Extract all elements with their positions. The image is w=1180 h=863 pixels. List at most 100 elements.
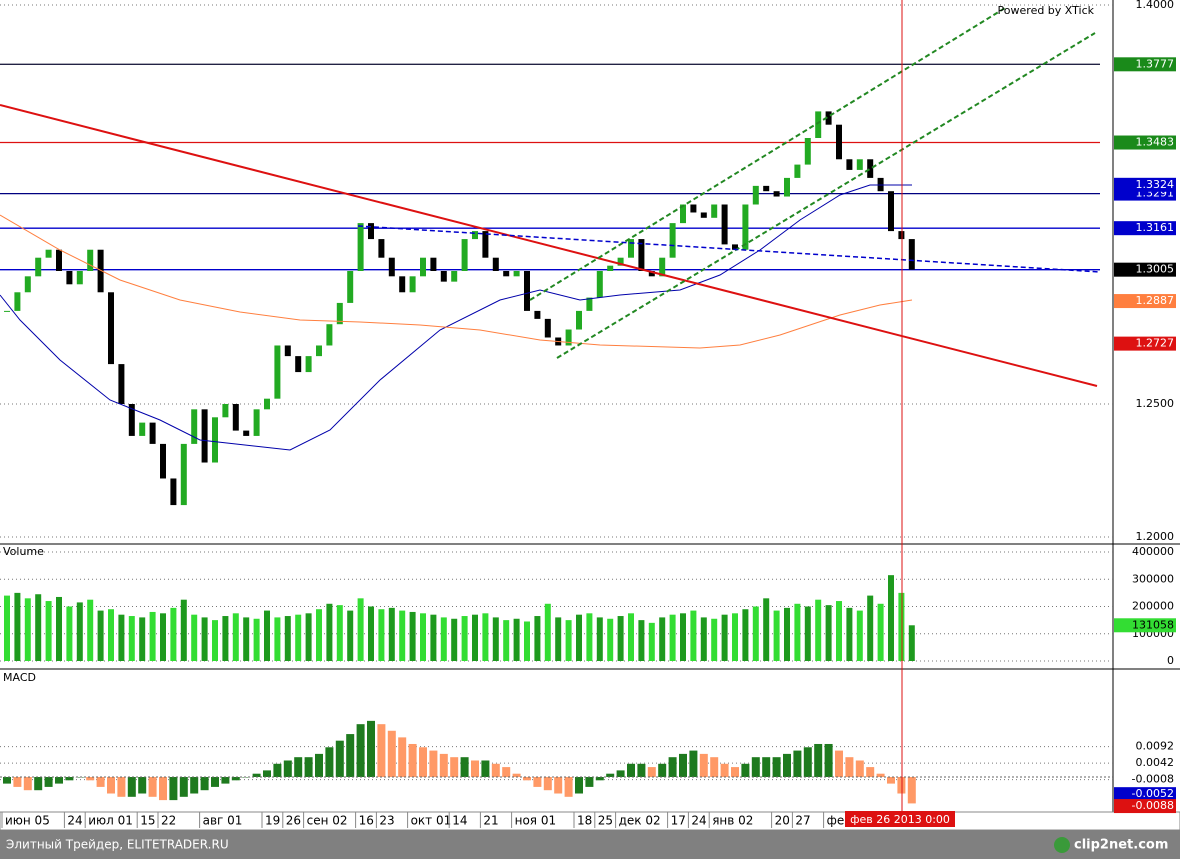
volume-bar xyxy=(409,611,416,661)
candle xyxy=(596,271,603,298)
candle xyxy=(388,257,395,277)
volume-bar xyxy=(524,621,530,661)
macd-bar xyxy=(637,763,646,777)
candle xyxy=(711,204,718,218)
macd-bar xyxy=(855,760,864,777)
candle xyxy=(4,310,10,312)
macd-bar xyxy=(876,773,885,777)
date-label: 18 xyxy=(577,814,592,828)
volume-bar xyxy=(638,620,645,661)
candle xyxy=(191,409,198,444)
volume-bar xyxy=(898,592,905,661)
level-tag xyxy=(1114,135,1176,150)
macd-bar xyxy=(356,724,365,777)
volume-bar xyxy=(690,610,697,661)
volume-bar xyxy=(264,610,270,661)
volume-bar xyxy=(212,620,218,661)
macd-bar xyxy=(159,777,167,801)
candle xyxy=(440,271,447,282)
y-tick-label: 1.2000 xyxy=(1136,530,1175,543)
candle xyxy=(399,276,406,293)
volume-bar xyxy=(565,620,572,661)
macd-bar xyxy=(439,753,448,777)
volume-bar xyxy=(440,617,447,661)
macd-bar xyxy=(117,777,126,797)
volume-bar xyxy=(659,617,666,661)
volume-bar xyxy=(700,617,707,661)
level-tag-label: 1.3161 xyxy=(1136,221,1175,234)
volume-bar xyxy=(856,610,863,661)
y-tick-label: 0.0092 xyxy=(1136,740,1175,753)
volume-bar xyxy=(118,614,125,661)
y-tick-label: 300000 xyxy=(1132,572,1174,585)
candle xyxy=(784,177,790,197)
level-tag xyxy=(1114,799,1176,814)
macd-bar xyxy=(543,777,552,791)
macd-bar xyxy=(845,757,854,777)
macd-bar xyxy=(263,770,271,777)
volume-bar xyxy=(274,617,281,661)
date-label: янв 02 xyxy=(712,814,753,828)
macd-bar xyxy=(138,777,147,794)
volume-bar xyxy=(617,616,624,661)
macd-bar xyxy=(429,750,438,777)
macd-bar xyxy=(283,760,292,777)
macd-bar xyxy=(34,777,43,791)
candle xyxy=(472,231,478,240)
macd-bar xyxy=(294,757,303,777)
macd-bar xyxy=(887,777,895,784)
macd-bar xyxy=(44,777,53,787)
candle xyxy=(825,111,832,125)
candle xyxy=(305,356,312,373)
candle xyxy=(836,124,842,160)
volume-bar xyxy=(680,613,686,661)
volume-bar xyxy=(139,617,146,661)
macd-bar xyxy=(647,767,656,777)
candle xyxy=(700,212,707,218)
date-label: окт 01 xyxy=(411,814,452,828)
macd-bar xyxy=(86,777,95,781)
candle xyxy=(617,257,624,266)
volume-bar xyxy=(253,618,260,661)
candle xyxy=(14,292,21,311)
date-label: 20 xyxy=(775,814,790,828)
candle xyxy=(149,422,156,444)
volume-bar xyxy=(711,618,718,661)
macd-bar xyxy=(814,743,823,777)
date-label: июл 01 xyxy=(88,814,133,828)
macd-bar xyxy=(450,757,459,777)
level-tag-label: 1.2887 xyxy=(1136,294,1175,307)
macd-bar xyxy=(221,777,230,784)
candle xyxy=(336,302,343,325)
volume-bar xyxy=(357,598,364,661)
candle xyxy=(492,257,499,271)
y-tick-label: 0 xyxy=(1167,654,1174,667)
macd-bar xyxy=(699,753,708,777)
candle xyxy=(451,271,458,282)
volume-bar xyxy=(295,614,302,661)
volume-bar xyxy=(316,609,322,661)
candle xyxy=(544,318,551,338)
macd-bar xyxy=(762,757,771,777)
candle xyxy=(628,239,634,258)
volume-bar xyxy=(773,610,780,661)
candle xyxy=(804,138,811,165)
macd-bar xyxy=(23,777,32,791)
candle xyxy=(420,257,426,277)
candle xyxy=(482,231,489,258)
date-label: 22 xyxy=(161,814,176,828)
volume-bar xyxy=(128,616,135,661)
macd-bar xyxy=(731,767,739,777)
volume-bar xyxy=(451,618,458,661)
macd-bar xyxy=(3,777,11,784)
candle xyxy=(108,292,114,365)
candle xyxy=(347,271,354,303)
volume-bar xyxy=(347,610,354,661)
candle xyxy=(87,249,94,271)
macd-bar xyxy=(772,757,781,777)
volume-bar xyxy=(544,603,551,661)
macd-bar xyxy=(668,757,677,777)
macd-bar xyxy=(783,753,791,777)
candle xyxy=(908,239,915,270)
